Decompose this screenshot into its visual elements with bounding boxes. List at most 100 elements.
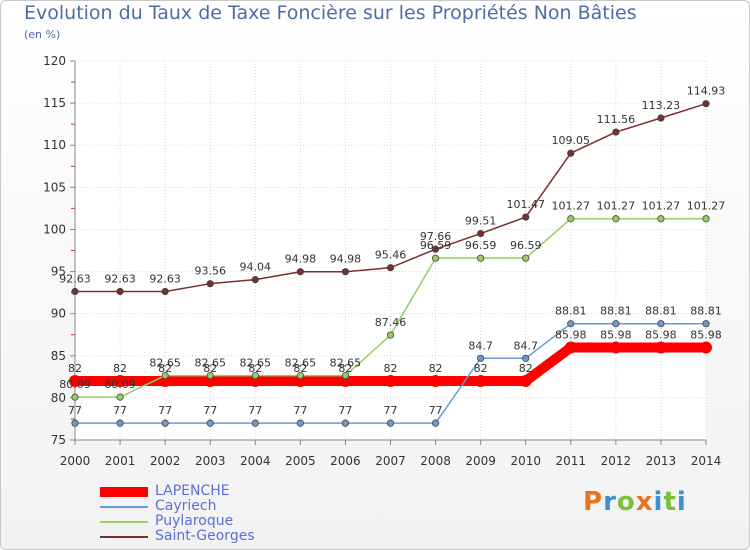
data-label: 82 bbox=[68, 362, 82, 375]
data-label: 77 bbox=[248, 404, 262, 417]
data-label: 101.27 bbox=[642, 200, 681, 213]
data-point bbox=[519, 375, 532, 388]
data-label: 82 bbox=[519, 362, 533, 375]
data-point bbox=[429, 375, 442, 388]
data-point bbox=[386, 419, 395, 427]
data-label: 82.65 bbox=[285, 357, 317, 370]
data-point bbox=[294, 375, 307, 388]
data-label: 85.98 bbox=[555, 329, 587, 342]
legend-swatch bbox=[100, 521, 148, 523]
data-point bbox=[71, 287, 79, 296]
data-point bbox=[567, 215, 575, 223]
legend-label: Cayriech bbox=[155, 498, 217, 514]
data-point bbox=[609, 341, 622, 354]
data-label: 82 bbox=[203, 362, 217, 375]
data-label: 101.27 bbox=[597, 200, 636, 213]
logo-letter: o bbox=[616, 487, 636, 517]
data-point bbox=[522, 213, 530, 221]
x-tick-label: 2011 bbox=[556, 454, 587, 468]
logo-letter: r bbox=[603, 487, 617, 517]
data-point bbox=[206, 280, 214, 288]
data-label: 82.65 bbox=[240, 357, 272, 370]
y-tick-label: 115 bbox=[43, 96, 66, 110]
data-point bbox=[71, 393, 79, 401]
data-label: 77 bbox=[429, 404, 443, 417]
data-point bbox=[657, 114, 665, 122]
data-label: 77 bbox=[68, 404, 82, 417]
logo-letter: t bbox=[663, 487, 677, 517]
data-label: 84.7 bbox=[513, 339, 538, 352]
data-point bbox=[249, 375, 262, 388]
data-point bbox=[251, 371, 259, 380]
data-label: 88.81 bbox=[600, 305, 632, 318]
data-label: 92.63 bbox=[104, 273, 136, 286]
data-label: 111.56 bbox=[597, 113, 636, 126]
chart-title: Evolution du Taux de Taxe Foncière sur l… bbox=[24, 2, 637, 24]
data-label: 97.66 bbox=[420, 230, 452, 243]
x-tick-label: 2001 bbox=[105, 454, 136, 468]
x-tick-label: 2004 bbox=[240, 454, 271, 468]
y-tick-label: 75 bbox=[51, 433, 66, 447]
x-tick-label: 2003 bbox=[195, 454, 226, 468]
y-tick-label: 80 bbox=[51, 391, 66, 405]
logo-letter: P bbox=[583, 487, 604, 517]
data-point bbox=[69, 375, 81, 388]
x-tick-label: 2008 bbox=[420, 454, 451, 468]
data-point bbox=[657, 320, 665, 328]
data-label: 92.63 bbox=[59, 273, 91, 286]
data-point bbox=[702, 215, 710, 223]
logo-letter: i bbox=[676, 487, 687, 517]
data-point bbox=[612, 215, 620, 223]
x-tick-label: 2012 bbox=[601, 454, 632, 468]
legend-label: Puylaroque bbox=[155, 513, 234, 529]
data-point bbox=[654, 341, 667, 354]
data-point bbox=[431, 245, 440, 253]
data-point bbox=[522, 254, 530, 262]
data-point bbox=[161, 419, 169, 427]
data-label: 82 bbox=[429, 362, 443, 375]
legend-swatch bbox=[100, 506, 148, 508]
data-point bbox=[700, 341, 712, 354]
data-label: 88.81 bbox=[645, 305, 677, 318]
data-point bbox=[386, 264, 395, 272]
data-point bbox=[657, 215, 665, 223]
data-point bbox=[159, 375, 172, 388]
data-point bbox=[384, 375, 397, 388]
data-label: 101.27 bbox=[687, 200, 726, 213]
data-point bbox=[567, 149, 575, 157]
data-point bbox=[474, 375, 487, 388]
y-tick-label: 110 bbox=[43, 138, 66, 152]
data-point bbox=[477, 254, 485, 262]
data-label: 95.46 bbox=[375, 249, 407, 262]
y-tick-label: 85 bbox=[51, 349, 66, 363]
data-label: 80.09 bbox=[59, 378, 91, 391]
data-label: 101.27 bbox=[552, 200, 591, 213]
y-tick-label: 95 bbox=[51, 265, 66, 279]
logo-letter: i bbox=[653, 487, 664, 517]
data-point bbox=[612, 320, 620, 328]
proxiti-logo: Proxiti bbox=[583, 487, 687, 517]
data-point bbox=[116, 419, 124, 427]
data-label: 82 bbox=[474, 362, 488, 375]
data-point bbox=[116, 287, 124, 296]
data-point bbox=[341, 268, 350, 276]
legend-label: Saint-Georges bbox=[155, 528, 255, 544]
data-point bbox=[161, 287, 169, 296]
data-point bbox=[477, 229, 485, 238]
data-point bbox=[296, 419, 304, 427]
data-label: 77 bbox=[384, 404, 398, 417]
legend-swatch bbox=[100, 536, 148, 538]
data-point bbox=[702, 320, 710, 328]
data-label: 94.04 bbox=[240, 261, 272, 274]
data-label: 82 bbox=[248, 362, 262, 375]
data-point bbox=[251, 419, 259, 427]
data-label: 96.59 bbox=[420, 239, 452, 252]
x-tick-label: 2002 bbox=[150, 454, 181, 468]
data-point bbox=[251, 276, 259, 284]
data-point bbox=[296, 371, 304, 380]
data-label: 87.46 bbox=[375, 316, 407, 329]
data-label: 109.05 bbox=[552, 134, 591, 147]
x-tick-label: 2005 bbox=[285, 454, 316, 468]
data-label: 82 bbox=[338, 362, 352, 375]
data-label: 80.09 bbox=[104, 378, 136, 391]
